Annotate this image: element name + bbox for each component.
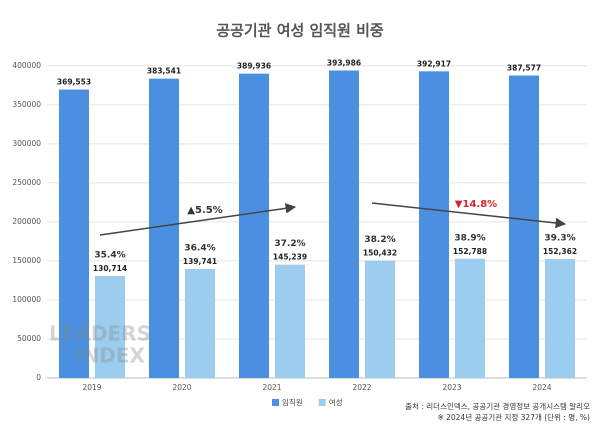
value-label: 150,432 [363, 249, 397, 258]
bar [149, 78, 179, 378]
value-label: 152,362 [543, 247, 577, 256]
share-label: 35.4% [94, 250, 125, 260]
bar [545, 259, 575, 378]
chart-title: 공공기관 여성 임직원 비중 [216, 22, 384, 40]
y-tick-label: 50000 [17, 334, 41, 343]
y-tick-label: 300000 [12, 139, 41, 148]
annotation: ▲5.5% [187, 205, 222, 216]
value-label: 387,577 [507, 64, 541, 73]
y-tick-label: 350000 [12, 100, 41, 109]
x-tick-label: 2020 [172, 383, 191, 392]
bar [185, 268, 215, 378]
bar [419, 71, 449, 379]
value-label: 392,917 [417, 59, 451, 68]
bar [509, 75, 539, 378]
legend-swatch [318, 399, 326, 406]
source: 출처 : 리더스인덱스, 공공기관 경영정보 공개시스템 알리오 [405, 401, 590, 411]
legend-label: 여성 [329, 397, 343, 407]
y-tick-label: 400000 [12, 61, 41, 70]
watermark: LEADERS INDEX [49, 322, 151, 368]
value-label: 145,239 [273, 253, 307, 262]
value-label: 130,714 [93, 264, 127, 273]
watermark-text: LEADERS [49, 322, 151, 346]
value-label: 152,788 [453, 247, 487, 256]
bar [455, 258, 485, 378]
share-label: 37.2% [274, 239, 305, 249]
annotation: ▼14.8% [455, 199, 497, 210]
legend-swatch [272, 399, 279, 406]
y-tick-label: 100000 [12, 295, 41, 304]
x-tick-label: 2023 [442, 383, 461, 392]
x-tick-label: 2022 [352, 383, 371, 392]
y-tick-label: 0 [36, 373, 41, 382]
trend-arrow [371, 202, 567, 229]
share-label: 38.9% [454, 233, 485, 243]
bar [95, 275, 125, 378]
trend-arrow [99, 203, 297, 236]
value-label: 369,553 [57, 78, 91, 87]
bar [59, 89, 89, 378]
share-label: 39.3% [544, 234, 575, 244]
legend-label: 임직원 [282, 397, 303, 407]
bar [275, 264, 305, 378]
share-label: 36.4% [184, 243, 215, 253]
bar [239, 73, 269, 379]
y-tick-label: 150000 [12, 256, 41, 265]
y-tick-label: 200000 [12, 217, 41, 226]
value-label: 383,541 [147, 67, 181, 76]
value-label: 139,741 [183, 257, 217, 266]
value-label: 393,986 [327, 58, 361, 67]
value-label: 389,936 [237, 62, 271, 71]
x-tick-label: 2019 [82, 383, 101, 392]
share-label: 38.2% [364, 235, 395, 245]
bar [329, 70, 359, 379]
x-tick-label: 2021 [262, 383, 281, 392]
watermark-text: INDEX [75, 344, 145, 368]
bar [365, 260, 395, 378]
y-tick-label: 250000 [12, 178, 41, 187]
x-tick-label: 2024 [532, 383, 551, 392]
source: ※ 2024년 공공기관 지정 327개 (단위 : 명, %) [437, 412, 590, 422]
